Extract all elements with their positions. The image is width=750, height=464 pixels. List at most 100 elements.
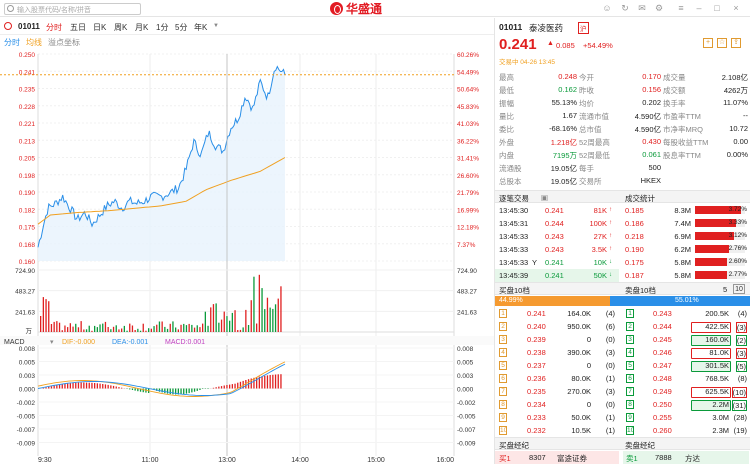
trade-stat-price: 0.190	[625, 245, 644, 254]
quote-name: 泰凌医药	[529, 23, 564, 33]
tab-intraday[interactable]: 分时	[46, 23, 62, 32]
stat-value: 7195万	[552, 151, 577, 160]
macd-axis-label: -0.009	[457, 441, 476, 448]
volume-bar	[180, 324, 182, 332]
volume-bar	[104, 321, 107, 332]
volume-bar	[156, 324, 158, 332]
volume-bar	[129, 323, 131, 332]
ask-broker-name[interactable]: 方达	[685, 454, 700, 463]
macd-axis-label: -0.002	[17, 400, 36, 407]
volume-bar	[264, 309, 266, 332]
macd-bar	[218, 386, 220, 389]
macd-bar	[220, 386, 223, 389]
macd-dropdown-icon[interactable]: ▾	[50, 339, 54, 346]
volume-bar	[42, 297, 44, 332]
volume-bar	[212, 304, 215, 332]
macd-dea: DEA:-0.001	[112, 339, 148, 346]
stats-row: 委比 -68.16% 总市值 4.590亿 市净率MRQ 10.72	[495, 122, 750, 135]
volume-bar	[126, 330, 128, 332]
sub-tab-coords[interactable]: 溢点坐标	[48, 38, 80, 47]
trade-stat-price: 0.175	[625, 258, 644, 267]
refresh-icon[interactable]: ↻	[621, 3, 629, 13]
trade-stat-bar	[695, 245, 729, 253]
volume-axis-label: 483.27	[457, 289, 477, 296]
stat-label: 今开	[579, 73, 594, 82]
tab-yearly-k[interactable]: 年K	[194, 23, 208, 32]
arrow-up-icon: ↑	[609, 246, 612, 252]
add-alert-button[interactable]: +	[703, 38, 713, 48]
stat-value: 0.162	[558, 85, 577, 94]
macd-bar	[196, 388, 198, 391]
time-axis-label: 13:00	[218, 457, 236, 464]
tab-1min[interactable]: 1分	[156, 23, 169, 32]
stat-value: HKEX	[640, 176, 661, 185]
ask-volume-highlight	[691, 361, 731, 372]
volume-bar	[69, 323, 71, 332]
ask10-title[interactable]: 卖盘10档	[625, 286, 656, 295]
maximize-icon[interactable]: □	[714, 3, 720, 13]
macd-bar	[115, 386, 117, 389]
volume-bar	[102, 323, 104, 332]
macd-bar	[191, 388, 193, 393]
macd-bar	[129, 388, 131, 390]
dropdown-icon[interactable]: ▼	[213, 23, 219, 29]
search-input[interactable]: 输入股票代码/名称/拼音	[4, 3, 141, 15]
stats-row: 量比 1.67 流通市值 4.590亿 市盈率TTM --	[495, 109, 750, 122]
stat-label: 52周最高	[579, 138, 610, 147]
bid10-title[interactable]: 买盘10档	[499, 286, 530, 295]
tab-weekly-k[interactable]: 周K	[114, 23, 128, 32]
trade-stat-volume: 6.9M	[674, 232, 691, 241]
trade-volume: 100K	[589, 219, 607, 228]
volume-bar	[88, 325, 90, 332]
ask-price: 0.247	[653, 361, 672, 370]
trade-time: 13:45:33	[499, 258, 529, 267]
minimize-icon[interactable]: –	[696, 3, 702, 13]
macd-bar	[158, 388, 161, 392]
bid-volume: 0	[586, 400, 591, 409]
pct-axis-label: 45.83%	[457, 104, 479, 111]
orderbook-row: 7 0.235 270.0K (3) 7 0.249 625.5K (10)	[495, 385, 750, 398]
tab-monthly-k[interactable]: 月K	[135, 23, 149, 32]
bid-broker-name[interactable]: 富途证券	[557, 454, 587, 463]
time-axis-label: 16:00	[436, 457, 454, 464]
settings-icon[interactable]: ⚙	[654, 3, 664, 13]
favorite-icon[interactable]	[4, 22, 12, 30]
bid-level: 9	[499, 413, 507, 422]
ask-volume: 2.2M	[712, 400, 729, 409]
logo-icon	[330, 2, 343, 15]
tab-5day[interactable]: 五日	[70, 23, 86, 32]
star-button[interactable]: ☆	[717, 38, 727, 48]
tab-daily-k[interactable]: 日K	[93, 23, 107, 32]
trade-stat-row: 0.185 8.3M 3.72%	[623, 204, 750, 217]
trades-expand-icon[interactable]: ▣	[541, 193, 549, 202]
stats-row: 振幅 55.13% 均价 0.202 换手率 11.07%	[495, 96, 750, 109]
volume-bar	[266, 297, 269, 332]
user-icon[interactable]: ☺	[602, 3, 612, 13]
close-icon[interactable]: ×	[733, 3, 739, 13]
bid-volume: 10.5K	[571, 426, 591, 435]
mail-icon[interactable]: ✉	[638, 3, 646, 13]
pct-axis-label: 31.41%	[457, 156, 479, 163]
ask-level: 10	[626, 426, 635, 435]
macd-bar	[229, 384, 231, 389]
ask-volume: 200.5K	[705, 309, 729, 318]
menu-icon[interactable]: ≡	[678, 3, 684, 13]
share-button[interactable]: ⇪	[731, 38, 741, 48]
depth-5-button[interactable]: 5	[723, 285, 728, 294]
trade-volume: 27K	[593, 232, 607, 241]
macd-bar	[169, 388, 171, 395]
macd-bar	[215, 387, 217, 389]
macd-bar	[277, 374, 279, 389]
bid-price: 0.241	[527, 309, 546, 318]
intraday-chart[interactable]: 0.250 0.241 0.235 0.228 0.221 0.213 0.205 0.198…	[0, 48, 494, 464]
sub-tab-intraday[interactable]: 分时	[4, 38, 20, 47]
sub-tab-average[interactable]: 均线	[26, 38, 42, 47]
depth-10-button[interactable]: 10	[733, 284, 745, 294]
tab-5min[interactable]: 5分	[175, 23, 188, 32]
stat-label: 昨收	[579, 86, 594, 95]
macd-bar	[69, 383, 71, 389]
ask-volume: 160.0K	[705, 335, 729, 344]
volume-bar	[75, 323, 77, 332]
macd-axis-label: -0.009	[17, 441, 36, 448]
macd-bar	[91, 382, 93, 389]
